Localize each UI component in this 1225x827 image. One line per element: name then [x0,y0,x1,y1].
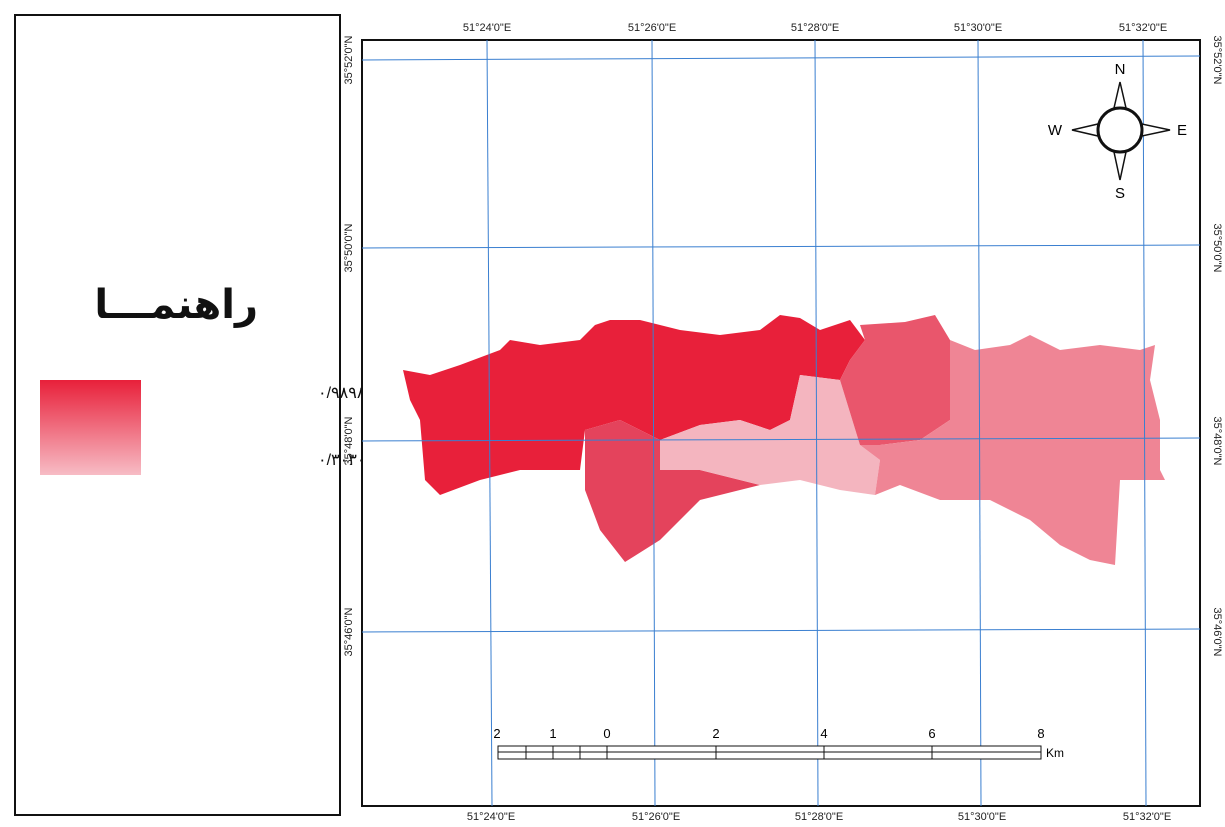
scale-label: 1 [549,726,556,741]
lat-label-right: 35°50'0"N [1211,224,1223,273]
compass-e: E [1177,122,1187,139]
region [860,335,1165,565]
scale-bar [497,745,1042,760]
scale-label: 2 [712,726,719,741]
parallel [361,244,1201,249]
lon-label-bottom: 51°30'0"E [958,811,1006,823]
lat-label-right: 35°48'0"N [1211,417,1223,466]
legend-ramp [40,380,141,475]
scale-label: 0 [603,726,610,741]
parallel [361,437,1201,442]
lon-label-top: 51°24'0"E [463,22,511,34]
meridian [814,39,819,807]
compass-w: W [1048,122,1063,139]
lon-label-top: 51°32'0"E [1119,22,1167,34]
meridian [1142,39,1147,807]
lat-label-left: 35°50'0"N [343,223,355,272]
lat-label-right: 35°52'0"N [1211,36,1223,85]
scale-label: 2 [493,726,500,741]
compass-n: N [1115,61,1126,78]
lon-label-top: 51°26'0"E [628,22,676,34]
lon-label-top: 51°30'0"E [954,22,1002,34]
lon-label-bottom: 51°24'0"E [467,811,515,823]
regions [403,315,1165,565]
region [660,375,880,495]
scale-label: 8 [1037,726,1044,741]
lat-label-right: 35°46'0"N [1211,608,1223,657]
meridian [651,39,656,807]
region [840,315,950,445]
compass-s: S [1115,185,1125,202]
legend-frame [14,14,341,816]
scale-label: 4 [820,726,827,741]
lon-label-bottom: 51°26'0"E [632,811,680,823]
meridian [977,39,982,807]
scale-unit: Km [1046,746,1064,760]
scale-label: 6 [928,726,935,741]
lon-label-bottom: 51°28'0"E [795,811,843,823]
lat-label-left: 35°46'0"N [343,607,355,656]
parallel [361,628,1201,633]
meridian [486,39,493,807]
parallel [361,55,1201,61]
region [403,315,865,495]
lon-label-top: 51°28'0"E [791,22,839,34]
lon-label-bottom: 51°32'0"E [1123,811,1171,823]
graticule [361,39,1201,807]
legend-title: راهنمـــا [94,283,258,328]
compass: N E S W [1048,61,1187,202]
lat-label-left: 35°48'0"N [343,416,355,465]
lat-label-left: 35°52'0"N [343,35,355,84]
region [585,420,760,562]
